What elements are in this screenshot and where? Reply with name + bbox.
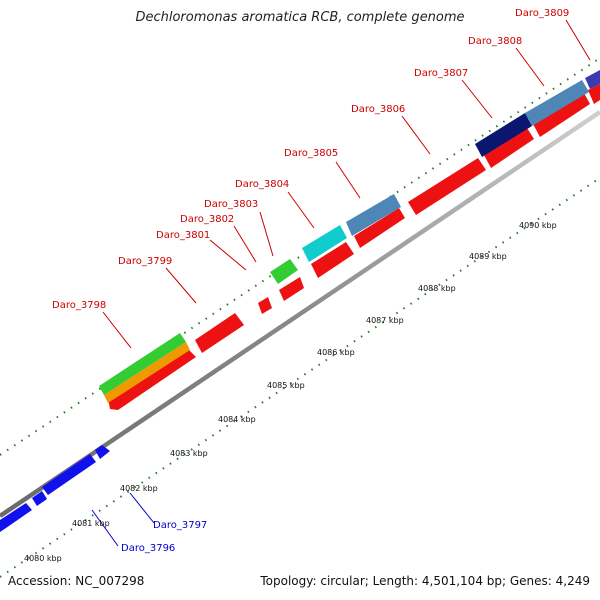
gene-red-7[interactable] — [408, 158, 486, 215]
gene-red-1[interactable] — [108, 346, 196, 410]
gene-daro-3809[interactable] — [585, 70, 600, 89]
topology-summary: Topology: circular; Length: 4,501,104 bp… — [260, 574, 590, 588]
gene-label-daro-3808[interactable]: Daro_3808 — [468, 36, 522, 47]
kbp-label: 4090 kbp — [519, 221, 557, 230]
gene-red-4[interactable] — [279, 277, 304, 301]
gene-daro-3798-green[interactable] — [99, 333, 186, 395]
gene-red-8[interactable] — [484, 128, 534, 168]
kbp-label: 4082 kbp — [120, 484, 158, 493]
kbp-label: 4080 kbp — [24, 554, 62, 563]
kbp-label: 4085 kbp — [267, 381, 305, 390]
reverse-strand-genes — [0, 445, 110, 532]
gene-label-daro-3806[interactable]: Daro_3806 — [351, 104, 405, 115]
kbp-label: 4081 kbp — [72, 519, 110, 528]
gene-blue-b[interactable] — [95, 445, 110, 459]
gene-red-6[interactable] — [354, 208, 405, 248]
gene-labels-top: Daro_3798 Daro_3799 Daro_3801 Daro_3802 … — [52, 8, 569, 311]
kbp-label: 4088 kbp — [418, 284, 456, 293]
gene-daro-3805[interactable] — [346, 194, 401, 236]
accession-text: Accession: NC_007298 — [8, 574, 145, 588]
map-title: Dechloromonas aromatica RCB, complete ge… — [135, 10, 465, 25]
gene-red-3[interactable] — [258, 297, 272, 314]
gene-daro-3797[interactable] — [0, 503, 32, 532]
gene-blue-a[interactable] — [42, 454, 96, 495]
gene-label-daro-3805[interactable]: Daro_3805 — [284, 148, 338, 159]
kbp-label: 4084 kbp — [218, 415, 256, 424]
gene-label-daro-3799[interactable]: Daro_3799 — [118, 256, 172, 267]
inner-tick-track — [0, 177, 600, 578]
gene-label-daro-3809[interactable]: Daro_3809 — [515, 8, 569, 19]
kbp-label: 4087 kbp — [366, 316, 404, 325]
gene-label-daro-3801[interactable]: Daro_3801 — [156, 230, 210, 241]
gene-label-daro-3803[interactable]: Daro_3803 — [204, 199, 258, 210]
forward-strand-genes — [108, 84, 600, 410]
gene-red-5[interactable] — [311, 242, 354, 278]
kbp-label: 4086 kbp — [317, 348, 355, 357]
gene-daro-3807[interactable] — [475, 113, 532, 157]
kbp-label: 4083 kbp — [170, 449, 208, 458]
gene-daro-3804[interactable] — [302, 225, 347, 262]
outer-tick-track — [0, 57, 600, 456]
gene-label-daro-3798[interactable]: Daro_3798 — [52, 300, 106, 311]
gene-daro-3803[interactable] — [270, 259, 298, 284]
gene-daro-3798-orange[interactable] — [104, 342, 190, 403]
gene-label-daro-3804[interactable]: Daro_3804 — [235, 179, 289, 190]
gene-label-daro-3796[interactable]: Daro_3796 — [121, 543, 175, 554]
label-leaders — [102, 19, 591, 349]
gene-label-daro-3802[interactable]: Daro_3802 — [180, 214, 234, 225]
feature-genes — [99, 70, 600, 403]
gene-red-9[interactable] — [533, 93, 590, 137]
gene-red-10[interactable] — [588, 84, 600, 104]
gene-label-daro-3797[interactable]: Daro_3797 — [153, 520, 207, 531]
gene-daro-3796[interactable] — [32, 491, 47, 506]
gene-labels-bottom: Daro_3797 Daro_3796 — [121, 520, 207, 554]
kbp-scale-labels: 4080 kbp 4081 kbp 4082 kbp 4083 kbp 4084… — [24, 221, 557, 563]
kbp-label: 4089 kbp — [469, 252, 507, 261]
gene-daro-3808[interactable] — [525, 80, 589, 126]
gene-label-daro-3807[interactable]: Daro_3807 — [414, 68, 468, 79]
gene-red-2[interactable] — [195, 313, 244, 353]
label-leaders-blue — [91, 492, 155, 547]
